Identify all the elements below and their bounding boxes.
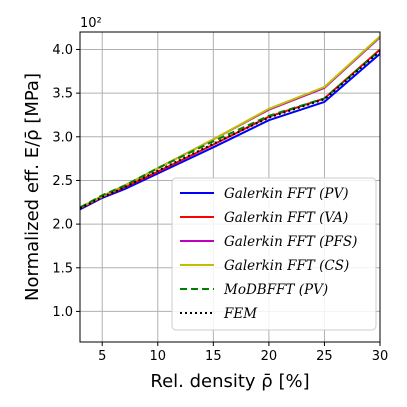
legend-label: Galerkin FFT (PV) (224, 186, 348, 202)
legend-box (171, 177, 377, 331)
legend-label: Galerkin FFT (CS) (224, 258, 349, 274)
tick-marks (76, 48, 381, 346)
series-line (79, 35, 381, 209)
tick-labels: 5 10 15 20 25 30 1.0 1.5 2.0 2.5 3.0 3.5 4.0 (52, 43, 388, 364)
y-tick-label: 2.0 (52, 218, 73, 233)
legend: Galerkin FFT (PV) Galerkin FFT (VA) Galerk… (171, 177, 377, 331)
series-line (79, 49, 381, 209)
y-tick-label: 3.5 (52, 87, 73, 102)
legend-label: FEM (223, 306, 258, 322)
x-tick-label: 20 (261, 349, 278, 364)
series-lines (79, 35, 381, 211)
x-tick-label: 5 (98, 349, 106, 364)
x-tick-label: 15 (205, 349, 222, 364)
y-tick-label: 1.0 (52, 305, 73, 320)
y-tick-label: 2.5 (52, 174, 73, 189)
legend-label: Galerkin FFT (PFS) (224, 234, 357, 250)
x-axis-label: Rel. density ρ̄ [%] (150, 371, 309, 392)
legend-label: MoDBFFT (PV) (223, 282, 328, 298)
plot-frame (79, 31, 381, 343)
y-tick-label: 1.5 (52, 261, 73, 276)
x-tick-label: 25 (316, 349, 333, 364)
y-tick-label: 4.0 (52, 43, 73, 58)
y-tick-label: 3.0 (52, 130, 73, 145)
legend-label: Galerkin FFT (VA) (224, 210, 348, 226)
y-multiplier-label: 10² (80, 16, 102, 31)
x-tick-label: 10 (150, 349, 167, 364)
x-tick-label: 30 (372, 349, 389, 364)
y-axis-label: Normalized eff. E/ρ̄ [MPa] (22, 73, 43, 301)
